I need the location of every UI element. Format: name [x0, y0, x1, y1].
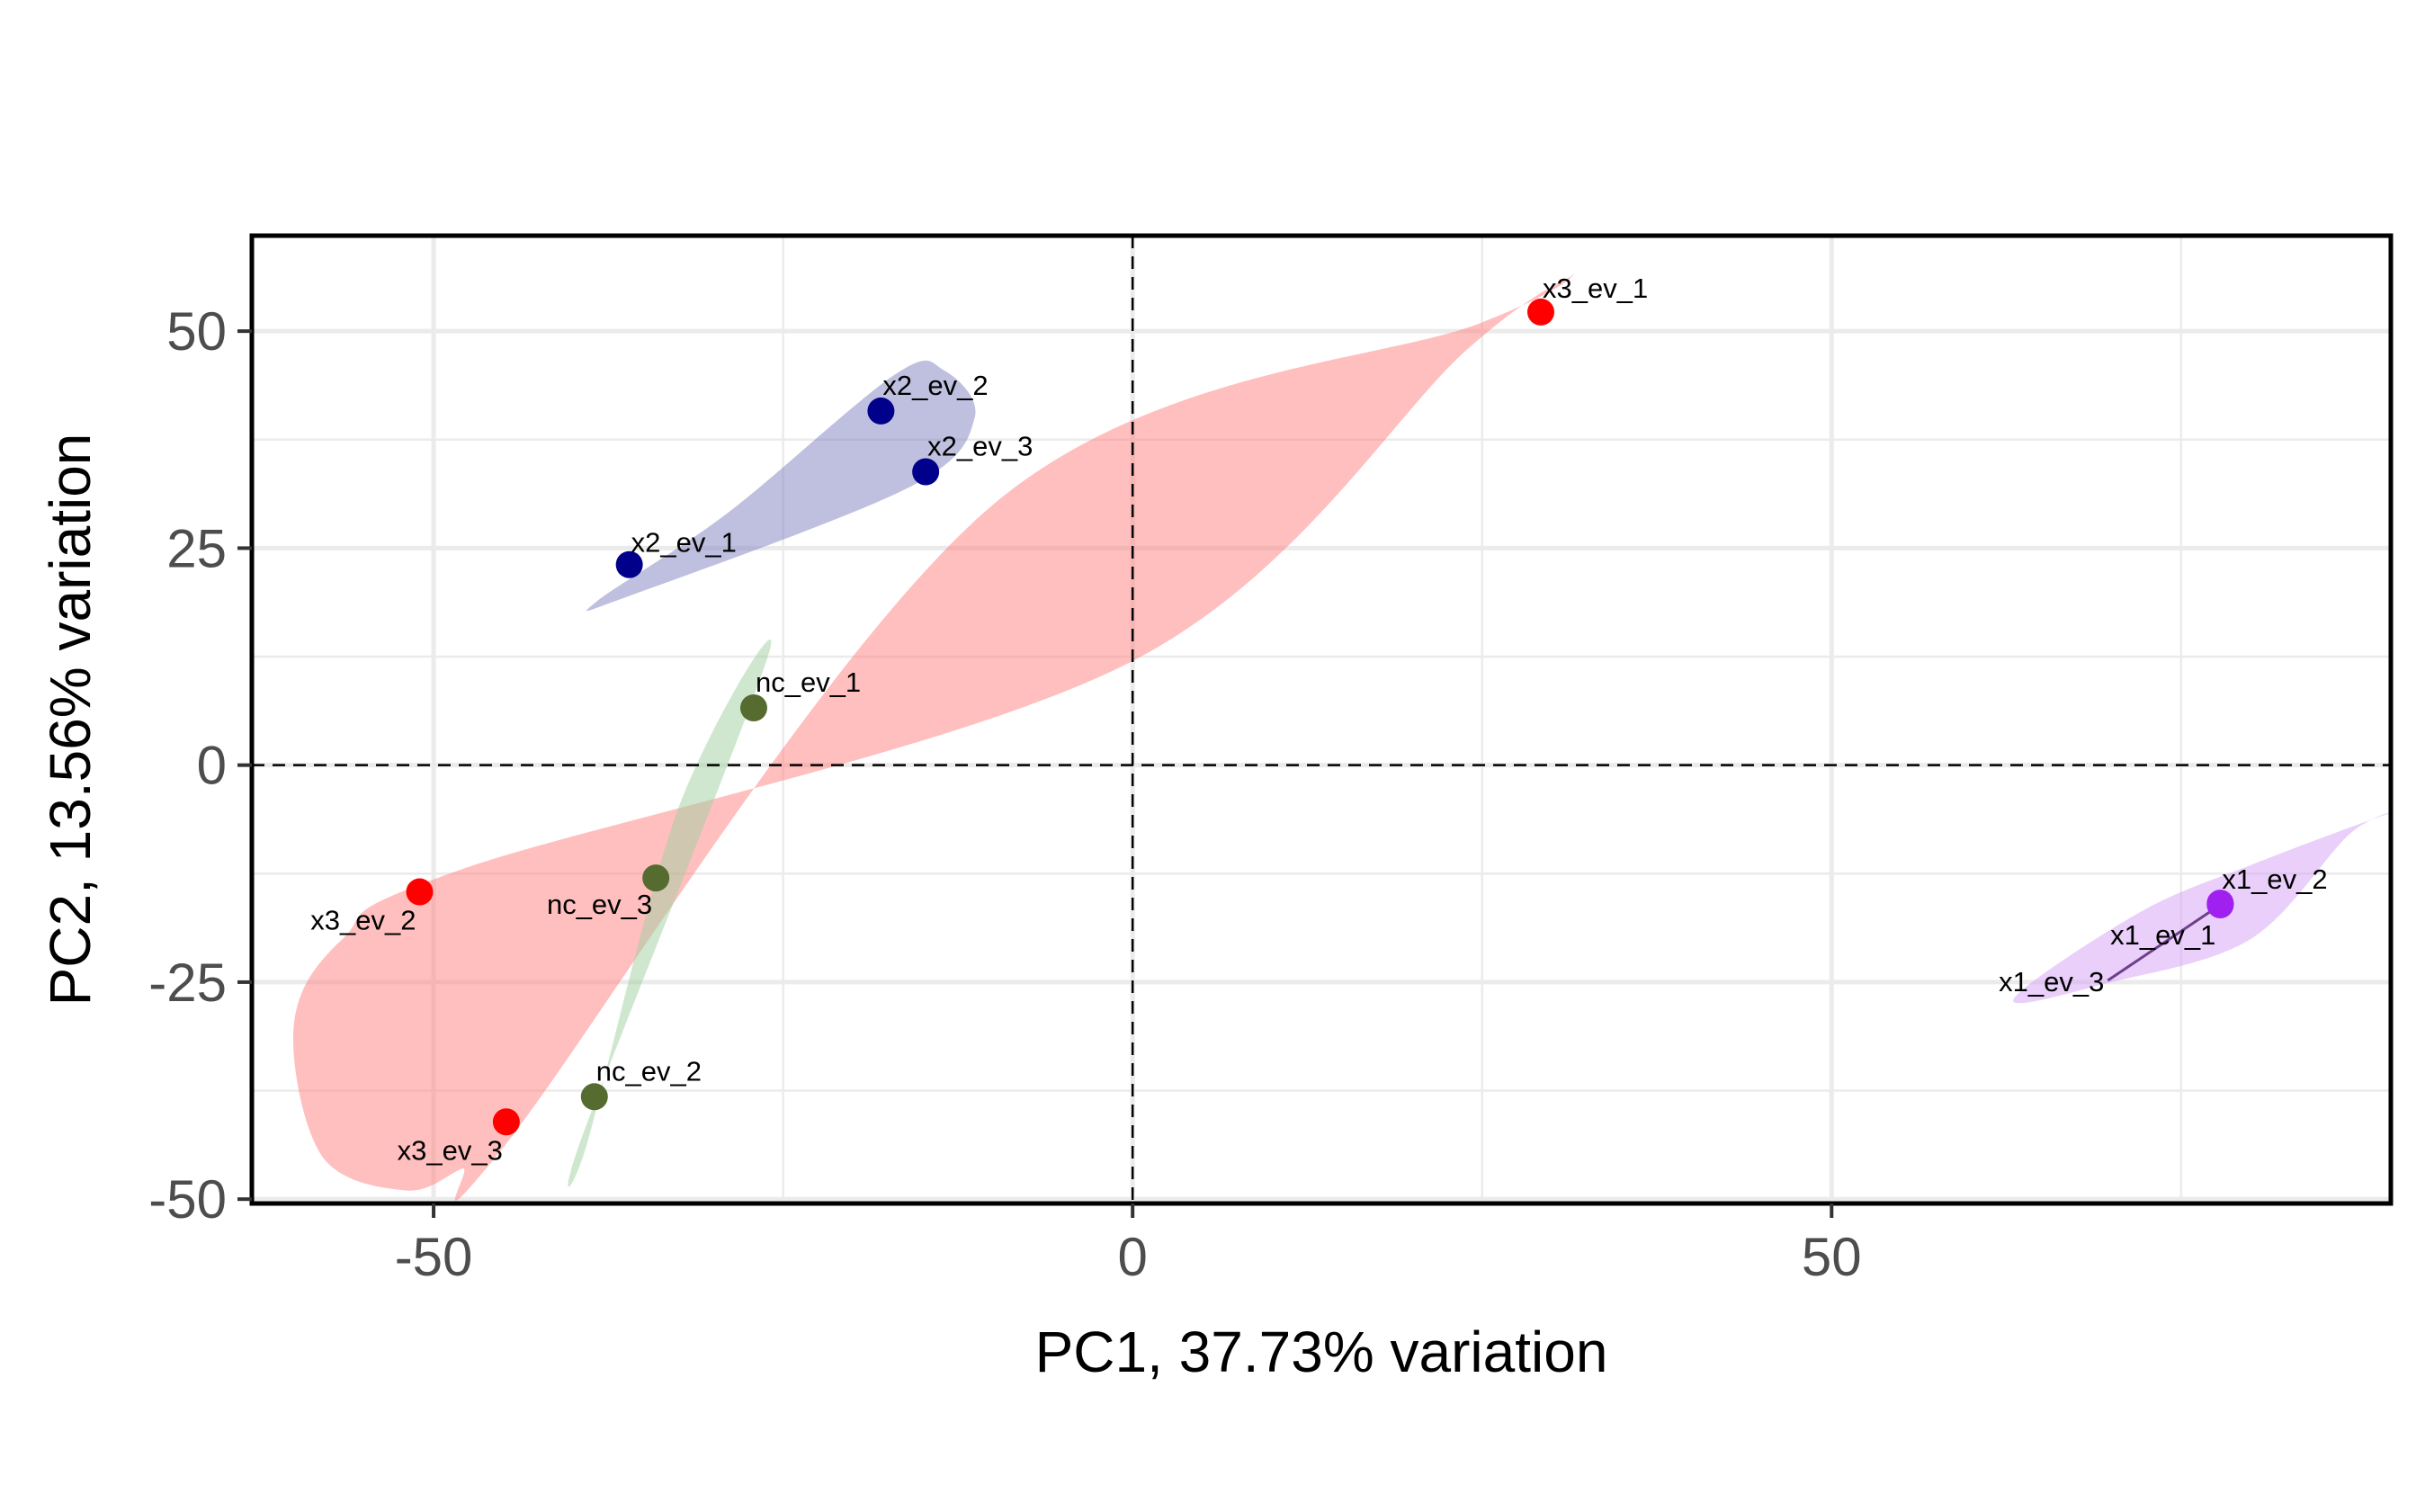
y-axis-title: PC2, 13.56% variation	[38, 434, 103, 1007]
label-x2-ev-2: x2_ev_2	[882, 370, 988, 401]
plot-panel: x3_ev_1 x3_ev_2 x3_ev_3 x2_ev_1 x2_ev_2 x2_ev…	[249, 233, 2394, 1206]
x-tick-label: 50	[1802, 1227, 1862, 1287]
point-x2-ev-1	[615, 550, 643, 578]
label-x3-ev-2: x3_ev_2	[310, 905, 416, 936]
point-x2-ev-2	[867, 397, 895, 425]
point-nc-ev-1	[739, 693, 767, 721]
y-tick-label: -25	[148, 953, 227, 1013]
point-nc-ev-3	[642, 864, 670, 892]
y-tick-label: 25	[166, 518, 227, 578]
point-x3-ev-2	[406, 878, 434, 906]
y-tick-label: 0	[197, 736, 227, 796]
data-points	[406, 298, 2234, 1136]
y-tick-label: -50	[148, 1169, 227, 1230]
panel-border	[249, 233, 2394, 1206]
label-x1-ev-2: x1_ev_2	[2222, 863, 2327, 895]
point-x3-ev-3	[492, 1108, 520, 1136]
point-x3-ev-1	[1527, 298, 1555, 326]
label-x2-ev-1: x2_ev_1	[631, 527, 737, 559]
point-x2-ev-3	[912, 458, 940, 486]
reference-lines	[252, 236, 2391, 1203]
x-tick-label: 0	[1117, 1227, 1147, 1287]
label-connector-x1-ev-3	[2107, 903, 2222, 982]
axes: -50 0 50 50 25 0 -25 -50	[148, 301, 1861, 1287]
label-x2-ev-3: x2_ev_3	[927, 430, 1033, 461]
hull-nc	[568, 640, 772, 1187]
label-nc-ev-1: nc_ev_1	[756, 667, 861, 698]
label-connectors	[2107, 903, 2222, 982]
point-x1-ev-3	[2206, 891, 2234, 919]
label-nc-ev-3: nc_ev_3	[547, 889, 652, 920]
label-x1-ev-1: x1_ev_1	[2110, 919, 2215, 951]
point-labels: x3_ev_1 x3_ev_2 x3_ev_3 x2_ev_1 x2_ev_2 x2_ev…	[310, 273, 2327, 1166]
point-nc-ev-2	[580, 1083, 608, 1111]
label-x3-ev-3: x3_ev_3	[398, 1134, 503, 1166]
label-x3-ev-1: x3_ev_1	[1543, 273, 1648, 304]
x-tick-label: -50	[395, 1227, 473, 1287]
x-axis-title: PC1, 37.73% variation	[1035, 1320, 1608, 1384]
label-x1-ev-3: x1_ev_3	[1999, 966, 2104, 998]
label-nc-ev-2: nc_ev_2	[596, 1055, 702, 1087]
hull-x3	[292, 273, 1574, 1201]
y-tick-label: 50	[166, 301, 227, 362]
hull-x1	[2013, 811, 2391, 1004]
